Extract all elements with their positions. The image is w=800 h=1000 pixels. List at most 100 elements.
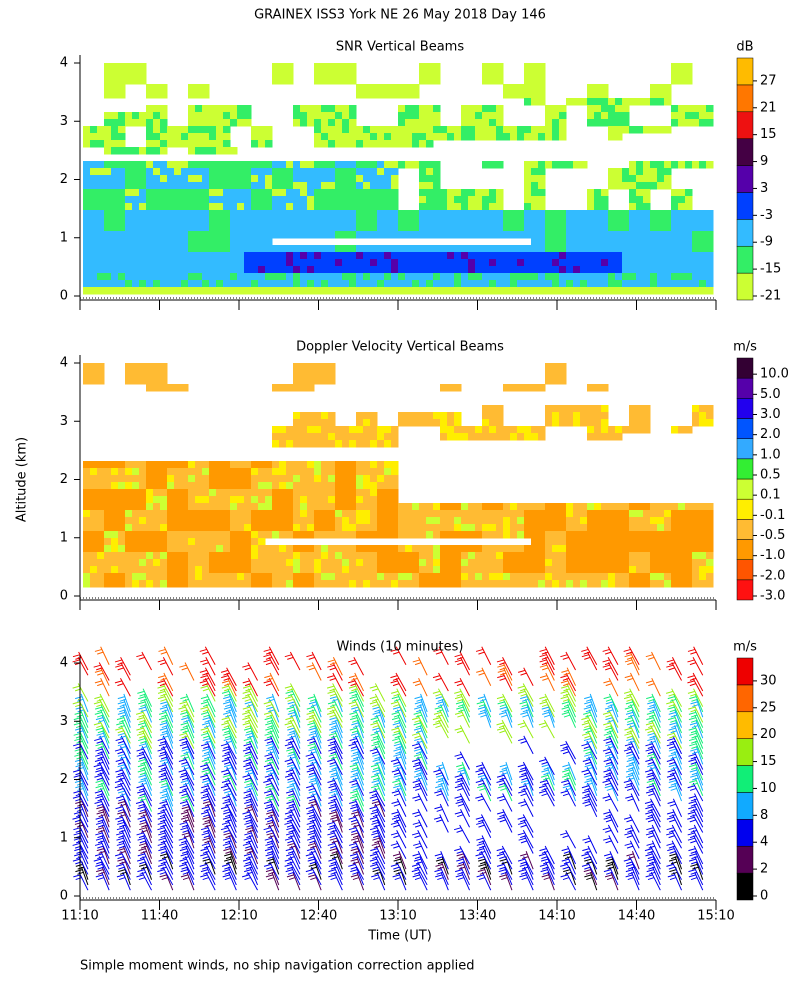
field-cell: [636, 503, 644, 511]
field-cell: [440, 203, 448, 211]
field-cell: [608, 510, 616, 518]
field-cell: [699, 210, 707, 218]
field-cell: [559, 119, 567, 127]
field-cell: [342, 196, 350, 204]
field-cell: [363, 580, 371, 588]
field-cell: [412, 412, 420, 420]
field-cell: [209, 475, 217, 483]
wind-barb: [160, 793, 174, 812]
wind-barb: [327, 672, 343, 692]
field-cell: [587, 510, 595, 518]
field-cell: [335, 489, 343, 497]
field-cell: [622, 210, 630, 218]
field-cell: [300, 419, 308, 427]
field-cell: [601, 545, 609, 553]
field-cell: [706, 405, 714, 413]
field-cell: [160, 524, 168, 532]
field-cell: [545, 566, 553, 574]
field-cell: [692, 531, 700, 539]
field-cell: [335, 210, 343, 218]
field-cell: [286, 545, 294, 553]
field-cell: [314, 545, 322, 553]
field-cell: [384, 517, 392, 525]
field-cell: [314, 524, 322, 532]
field-cell: [111, 231, 119, 239]
field-cell: [202, 510, 210, 518]
field-cell: [111, 280, 119, 288]
field-cell: [608, 552, 616, 560]
field-cell: [265, 559, 273, 567]
field-cell: [209, 140, 217, 148]
field-cell: [440, 133, 448, 141]
field-cell: [503, 580, 511, 588]
wind-barb: [561, 856, 577, 875]
field-cell: [475, 426, 483, 434]
wind-barb: [517, 819, 534, 838]
field-cell: [433, 133, 441, 141]
field-cell: [706, 419, 714, 427]
field-cell: [524, 63, 532, 71]
field-cell: [111, 189, 119, 197]
field-cell: [615, 245, 623, 253]
wind-barb: [432, 688, 449, 707]
field-cell: [237, 580, 245, 588]
wind-barb: [603, 772, 619, 791]
field-cell: [160, 496, 168, 504]
field-cell: [216, 182, 224, 190]
field-cell: [118, 77, 126, 85]
field-cell: [510, 426, 518, 434]
field-cell: [244, 161, 252, 169]
field-cell: [384, 468, 392, 476]
field-cell: [377, 559, 385, 567]
field-cell: [195, 112, 203, 120]
field-cell: [97, 573, 105, 581]
wind-barb: [157, 688, 174, 707]
wind-barb: [328, 871, 343, 891]
field-cell: [216, 566, 224, 574]
field-cell: [265, 552, 273, 560]
field-cell: [342, 161, 350, 169]
field-cell: [531, 217, 539, 225]
field-cell: [300, 510, 308, 518]
wind-barb: [264, 814, 280, 833]
field-cell: [643, 280, 651, 288]
field-cell: [510, 266, 518, 274]
field-cell: [223, 203, 231, 211]
field-cell: [139, 489, 147, 497]
wind-barb: [412, 793, 428, 812]
field-cell: [559, 538, 567, 546]
field-cell: [272, 224, 280, 232]
field-cell: [461, 126, 469, 134]
field-cell: [160, 384, 168, 392]
field-cell: [643, 203, 651, 211]
field-cell: [559, 503, 567, 511]
field-cell: [307, 287, 315, 295]
field-cell: [538, 217, 546, 225]
field-cell: [286, 489, 294, 497]
field-cell: [244, 182, 252, 190]
field-cell: [230, 287, 238, 295]
field-cell: [657, 545, 665, 553]
wind-barb: [391, 709, 407, 728]
wind-barb: [222, 866, 237, 886]
field-cell: [272, 580, 280, 588]
field-cell: [209, 161, 217, 169]
field-cell: [335, 126, 343, 134]
field-cell: [356, 433, 364, 441]
field-cell: [468, 524, 476, 532]
wind-barb: [562, 782, 577, 802]
wind-barb: [624, 704, 640, 723]
field-cell: [412, 545, 420, 553]
field-cell: [237, 552, 245, 560]
wind-barb: [496, 772, 513, 791]
field-cell: [209, 503, 217, 511]
wind-barb: [221, 672, 237, 692]
field-cell: [293, 580, 301, 588]
field-cell: [279, 440, 287, 448]
field-cell: [643, 510, 651, 518]
field-cell: [636, 280, 644, 288]
field-cell: [510, 133, 518, 141]
field-cell: [370, 168, 378, 176]
field-cell: [573, 559, 581, 567]
field-cell: [580, 503, 588, 511]
